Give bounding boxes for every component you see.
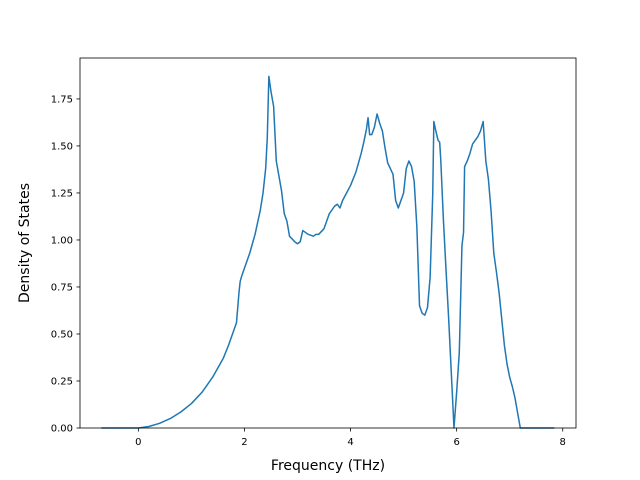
x-axis-ticks: 0 2 4 6 8 bbox=[135, 428, 566, 448]
y-tick-label: 0.25 bbox=[51, 376, 73, 387]
y-axis-label: Density of States bbox=[17, 183, 33, 303]
x-tick-label: 2 bbox=[241, 437, 247, 448]
y-tick-label: 0.00 bbox=[51, 424, 73, 435]
dos-series-line bbox=[101, 75, 555, 429]
y-tick-label: 1.00 bbox=[51, 235, 73, 246]
x-tick-label: 6 bbox=[453, 437, 459, 448]
x-axis-label: Frequency (THz) bbox=[271, 458, 385, 474]
y-tick-label: 0.50 bbox=[51, 329, 73, 340]
x-tick-label: 0 bbox=[135, 437, 141, 448]
y-axis-ticks: 0.00 0.25 0.50 0.75 1.00 1.25 1.50 1.75 bbox=[51, 94, 80, 435]
x-tick-label: 4 bbox=[347, 437, 353, 448]
x-tick-label: 8 bbox=[560, 437, 566, 448]
y-tick-label: 1.75 bbox=[51, 94, 73, 105]
plot-frame bbox=[79, 57, 577, 429]
y-tick-label: 1.25 bbox=[51, 188, 73, 199]
y-tick-label: 0.75 bbox=[51, 282, 73, 293]
y-tick-label: 1.50 bbox=[51, 141, 73, 152]
